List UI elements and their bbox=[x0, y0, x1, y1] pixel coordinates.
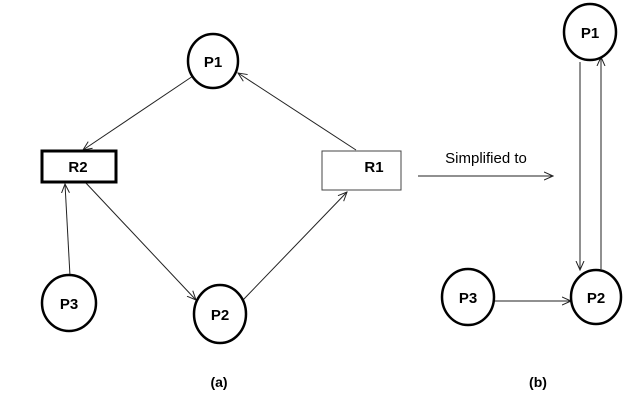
edge-p3-to-r2 bbox=[65, 184, 71, 277]
node-label: P1 bbox=[581, 25, 599, 42]
process-circle bbox=[40, 273, 98, 333]
process-circle bbox=[192, 283, 248, 345]
node-a-r1: R1 bbox=[321, 150, 402, 191]
simplified-to-label: Simplified to bbox=[445, 150, 527, 167]
node-label: P1 bbox=[204, 54, 222, 71]
edge-r2-to-p2 bbox=[84, 181, 196, 300]
node-b-p3: P3 bbox=[440, 267, 496, 327]
node-label: P2 bbox=[211, 307, 229, 324]
resource-box bbox=[321, 150, 402, 191]
node-a-p3: P3 bbox=[40, 273, 98, 333]
node-label: P2 bbox=[587, 290, 605, 307]
node-label: P3 bbox=[60, 296, 78, 313]
caption-a: (a) bbox=[210, 374, 227, 390]
node-label: R2 bbox=[68, 159, 87, 176]
node-a-p1: P1 bbox=[186, 32, 240, 90]
caption-b: (b) bbox=[529, 374, 547, 390]
process-circle bbox=[569, 268, 623, 326]
edge-p1-to-r2 bbox=[83, 75, 194, 150]
node-b-p1: P1 bbox=[562, 2, 618, 62]
resource-box bbox=[40, 149, 118, 184]
node-label: R1 bbox=[364, 159, 383, 176]
node-a-r2: R2 bbox=[40, 149, 118, 184]
node-a-p2: P2 bbox=[192, 283, 248, 345]
process-circle bbox=[440, 267, 496, 327]
process-circle bbox=[562, 2, 618, 62]
node-label: P3 bbox=[459, 290, 477, 307]
process-circle bbox=[186, 32, 240, 90]
edge-p2-to-r1 bbox=[242, 192, 347, 301]
edge-r1-to-p1 bbox=[238, 73, 357, 151]
node-b-p2: P2 bbox=[569, 268, 623, 326]
